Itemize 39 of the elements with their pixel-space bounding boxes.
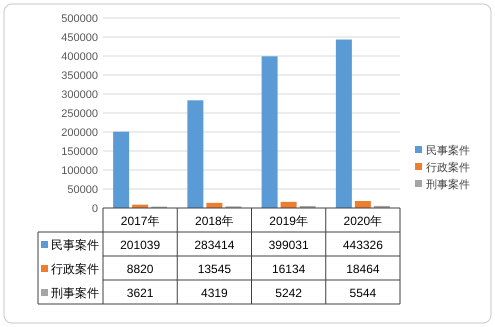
- text: 行政案件: [51, 262, 99, 276]
- y-tick-label: 200000: [61, 127, 98, 139]
- legend-label: 刑事案件: [426, 178, 470, 191]
- y-tick-label: 100000: [61, 165, 98, 177]
- bar: [113, 132, 130, 208]
- y-tick-label: 0: [92, 203, 98, 215]
- data-label: 5242: [275, 286, 302, 300]
- x-tick-label: 2019年: [269, 214, 308, 228]
- y-tick-label: 350000: [61, 70, 98, 82]
- y-tick-label: 50000: [67, 184, 98, 196]
- data-label: 4319: [201, 286, 228, 300]
- data-label: 13545: [198, 262, 232, 276]
- bar: [262, 56, 278, 208]
- legend-label: 民事案件: [51, 238, 99, 252]
- x-tick-label: 2018年: [195, 214, 234, 228]
- text: 民事案件: [426, 145, 470, 157]
- data-label: 283414: [194, 238, 235, 252]
- legend-label: 行政案件: [426, 161, 470, 174]
- bar: [336, 40, 352, 208]
- bar: [187, 100, 204, 208]
- y-tick-label: 250000: [61, 108, 98, 120]
- data-label: 5544: [350, 286, 377, 300]
- data-label: 8820: [126, 262, 154, 276]
- y-tick-label: 450000: [61, 32, 98, 44]
- data-label: 399031: [268, 238, 309, 252]
- x-tick-label: 2020年: [344, 214, 382, 228]
- y-tick-label: 150000: [61, 146, 98, 158]
- data-label: 3621: [126, 286, 154, 300]
- text: 刑事案件: [51, 286, 99, 300]
- data-label: 443326: [342, 238, 384, 252]
- x-tick-label: 2017年: [120, 214, 160, 228]
- y-tick-label: 300000: [61, 89, 98, 101]
- y-tick-label: 500000: [61, 13, 98, 25]
- data-label: 201039: [120, 238, 160, 252]
- y-tick-label: 400000: [61, 51, 98, 63]
- bar: [354, 200, 371, 208]
- data-label: 16134: [272, 262, 306, 276]
- data-label: 18464: [346, 262, 380, 276]
- bar: [280, 202, 297, 208]
